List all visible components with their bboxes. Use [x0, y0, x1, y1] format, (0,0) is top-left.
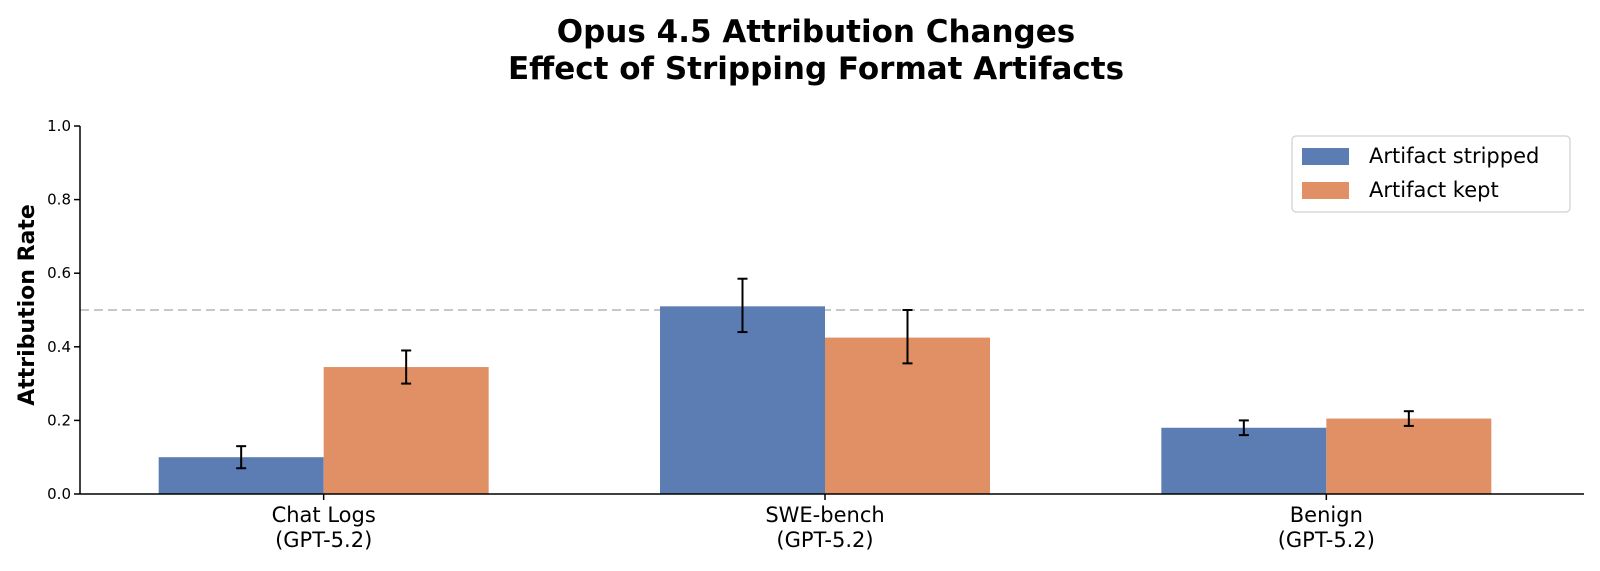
chart-title-line-1: Opus 4.5 Attribution Changes	[557, 14, 1075, 50]
bar-kept-0	[323, 367, 489, 494]
error-bars-group	[236, 277, 1414, 470]
error-bar-kept-2	[1403, 410, 1414, 427]
y-tick-label: 0.8	[47, 191, 71, 209]
x-tick-label: (GPT-5.2)	[1278, 528, 1375, 552]
legend-label-kept: Artifact kept	[1369, 178, 1499, 202]
x-tick-label: (GPT-5.2)	[275, 528, 372, 552]
legend: Artifact stripped Artifact kept	[1291, 135, 1571, 213]
error-bar-kept-1	[902, 309, 913, 365]
error-bar-kept-0	[401, 349, 412, 385]
legend-label-stripped: Artifact stripped	[1369, 144, 1539, 168]
x-tick-label: SWE-bench	[765, 503, 884, 527]
chart-title-line-2: Effect of Stripping Format Artifacts	[508, 51, 1124, 87]
y-tick-label: 0.6	[47, 264, 71, 282]
bar-stripped-1	[660, 306, 825, 494]
y-tick-label: 0.0	[47, 485, 71, 503]
error-bar-stripped-1	[737, 277, 748, 334]
y-tick-label: 1.0	[47, 117, 71, 135]
bar-stripped-2	[1161, 427, 1327, 494]
error-bar-stripped-0	[236, 445, 247, 470]
legend-swatch-stripped	[1302, 148, 1349, 165]
legend-swatch-kept	[1302, 182, 1349, 199]
y-tick-label: 0.4	[47, 338, 71, 356]
x-ticks-group: Chat Logs(GPT-5.2)SWE-bench(GPT-5.2)Beni…	[272, 494, 1375, 552]
y-ticks-group: 0.0 0.2 0.4 0.6 0.8 1.0	[47, 117, 80, 503]
bars-group	[158, 306, 1492, 494]
error-bar-stripped-2	[1238, 419, 1249, 437]
chart-title: Opus 4.5 Attribution Changes Effect of S…	[508, 14, 1124, 87]
y-tick-label: 0.2	[47, 411, 71, 429]
x-tick-label: Chat Logs	[272, 503, 376, 527]
axes-group	[79, 126, 1584, 495]
bar-kept-2	[1326, 418, 1492, 494]
x-tick-label: (GPT-5.2)	[776, 528, 873, 552]
legend-box	[1291, 135, 1571, 213]
y-axis-label: Attribution Rate	[15, 204, 40, 406]
x-tick-label: Benign	[1290, 503, 1363, 527]
